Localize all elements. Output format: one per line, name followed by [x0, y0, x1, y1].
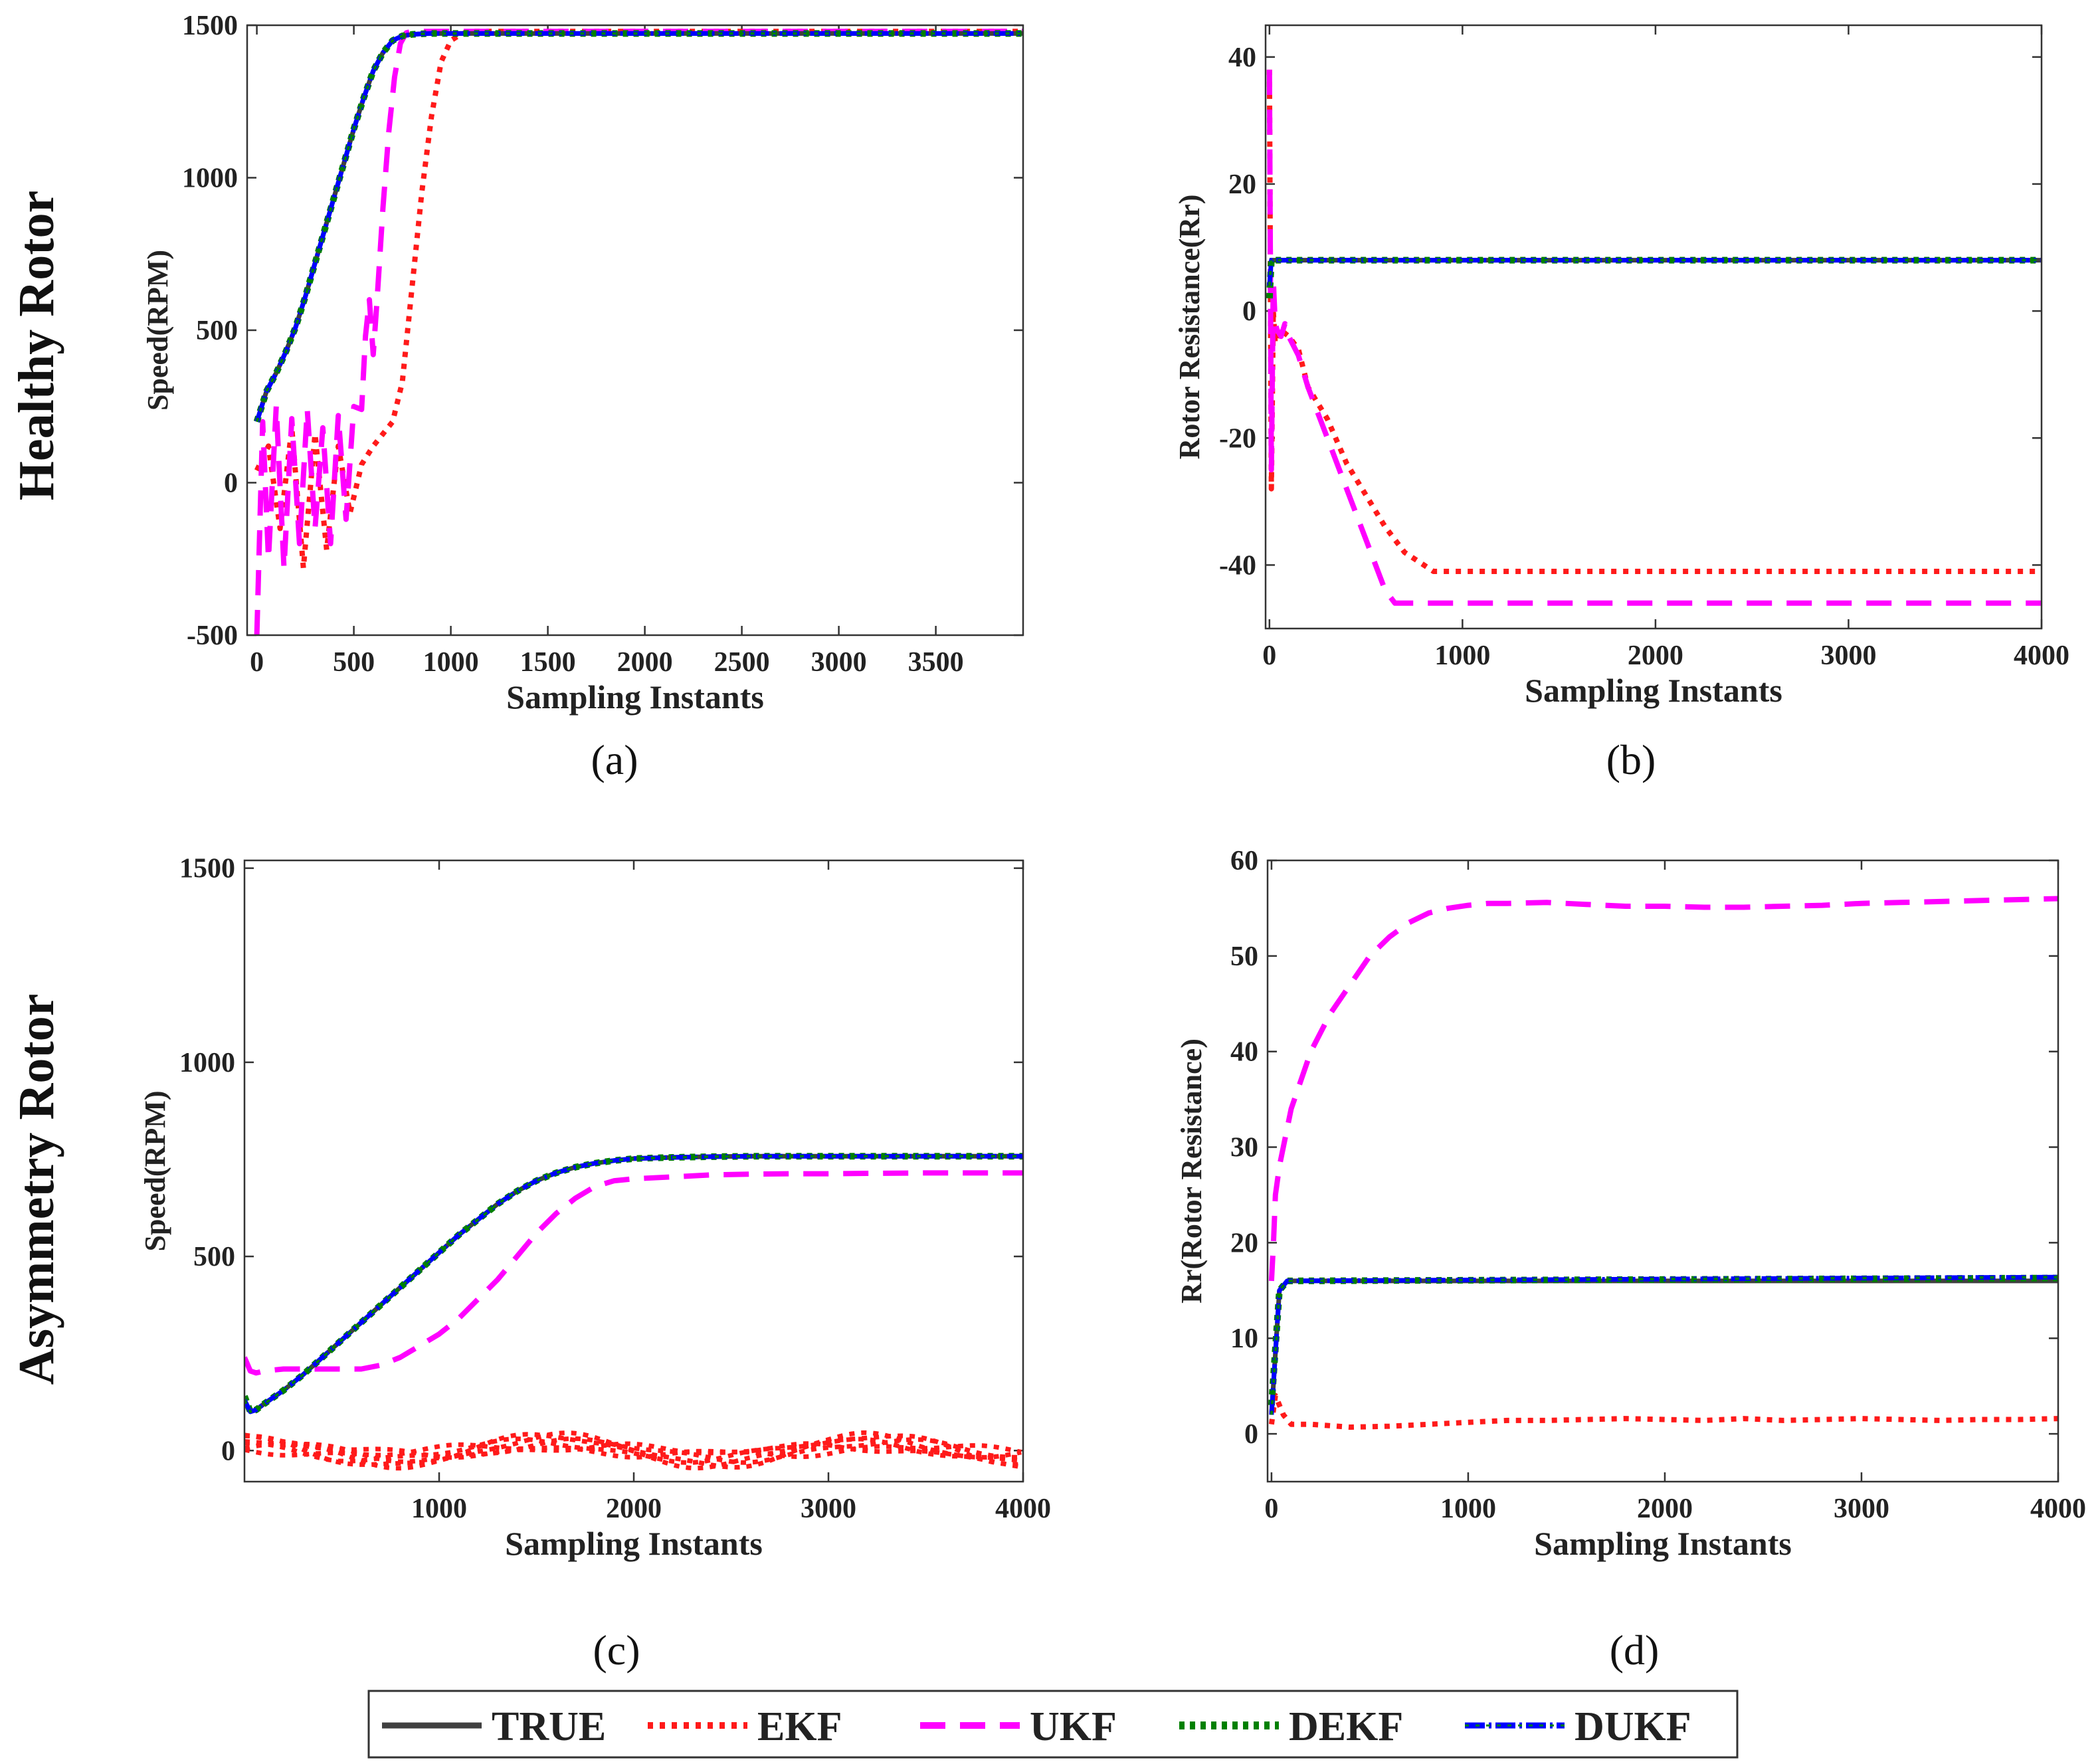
x-tick-label: 3000	[811, 647, 867, 678]
x-tick-label: 4000	[2014, 640, 2069, 671]
axes-frame	[1266, 859, 2059, 1483]
x-tick-label: 3500	[908, 647, 964, 678]
x-tick-label: 500	[333, 647, 375, 678]
y-tick-label: 20	[1230, 1228, 1258, 1258]
y-tick-label: 0	[1242, 296, 1256, 327]
series-line-ukf	[1266, 69, 2042, 606]
y-tick-label: 20	[1228, 169, 1256, 200]
series-line-ukf	[244, 1170, 1023, 1376]
x-axis-label: Sampling Instants	[1525, 672, 1782, 709]
panel-d: 0 1000 2000 3000 4000 0 10 20 30 40 50 60 Sampling I…	[1175, 846, 2086, 1674]
y-axis-label: Rotor Resistance(Rr)	[1173, 195, 1206, 460]
y-axis-label: Rr(Rotor Resistance)	[1175, 1038, 1208, 1304]
plot-area	[1266, 25, 2042, 629]
axes-frame	[1264, 24, 2043, 630]
x-tick-label: 2000	[617, 647, 673, 678]
y-tick-label: 1000	[182, 163, 238, 194]
axes-frame	[246, 24, 1024, 637]
x-tick-label: 1500	[520, 647, 576, 678]
panel-b: 0 1000 2000 3000 4000 -40 -20 0 20 40 Sampling Ins…	[1173, 24, 2069, 783]
y-tick-label: 40	[1228, 43, 1256, 73]
x-axis-label: Sampling Instants	[506, 678, 764, 716]
y-axis-label: Speed(RPM)	[142, 250, 174, 411]
series-line-dekf-overlay	[1270, 1276, 2058, 1415]
y-axis-label: Speed(RPM)	[139, 1091, 171, 1252]
y-tick-label: 0	[221, 1436, 235, 1466]
y-tick-label: 0	[224, 468, 238, 499]
x-tick-label: 0	[250, 647, 264, 678]
y-tick-label: 40	[1230, 1037, 1258, 1068]
series-line-ukf	[254, 29, 1023, 635]
row-label-asymmetry: Asymmetry Rotor	[9, 994, 64, 1385]
panel-label: (a)	[591, 736, 638, 783]
x-tick-label: 0	[1262, 640, 1276, 671]
x-tick-label: 3000	[1820, 640, 1876, 671]
series-line-ekf	[244, 1430, 1022, 1471]
series-line-ekf	[1268, 1393, 2058, 1430]
y-tick-label: 60	[1230, 846, 1258, 876]
y-tick-label: 1500	[182, 11, 238, 41]
y-tick-label: 500	[193, 1242, 235, 1272]
panel-c: 1000 2000 3000 4000 0 500 1000 1500 Sampling Ins…	[139, 854, 1051, 1674]
panel-label: (c)	[593, 1626, 640, 1674]
y-tick-label: -40	[1219, 550, 1256, 581]
y-tick-label: 30	[1230, 1133, 1258, 1163]
x-tick-label: 1000	[1434, 640, 1490, 671]
panel-label: (d)	[1610, 1626, 1660, 1674]
x-tick-label: 4000	[995, 1494, 1051, 1524]
y-tick-label: 1000	[179, 1048, 235, 1078]
series-line-dekf-overlay	[1268, 258, 2042, 286]
axes-frame	[243, 859, 1024, 1483]
x-tick-label: 2000	[1637, 1494, 1693, 1524]
y-tick-label: 0	[1244, 1419, 1258, 1450]
legend-label-dekf: DEKF	[1289, 1704, 1403, 1749]
series-group	[1266, 69, 2042, 606]
series-line-ekf	[244, 1436, 1022, 1465]
y-tick-label: 1500	[179, 854, 235, 884]
series-line-ukf	[1268, 896, 2058, 1282]
y-tick-label: 500	[196, 316, 238, 346]
row-label-healthy: Healthy Rotor	[9, 191, 64, 500]
x-tick-label: 1000	[1440, 1494, 1496, 1524]
plot-area	[1268, 860, 2058, 1482]
x-tick-label: 3000	[1834, 1494, 1889, 1524]
x-tick-label: 1000	[411, 1494, 467, 1524]
legend-label-true: TRUE	[492, 1704, 606, 1749]
legend-label-ukf: UKF	[1030, 1704, 1117, 1749]
series-group	[253, 29, 1023, 635]
x-tick-label: 3000	[801, 1494, 856, 1524]
series-group	[244, 1153, 1023, 1471]
panel-a: 0 500 1000 1500 2000 2500 3000 3500 -500 0 500 1000…	[142, 11, 1024, 783]
x-tick-label: 2000	[1628, 640, 1683, 671]
series-line-dekf-overlay	[244, 1155, 1023, 1414]
series-line-dukf	[254, 31, 1023, 423]
y-tick-label: 10	[1230, 1323, 1258, 1354]
x-tick-label: 0	[1264, 1494, 1278, 1524]
x-tick-label: 2000	[606, 1494, 662, 1524]
y-tick-label: 50	[1230, 941, 1258, 972]
panel-label: (b)	[1606, 736, 1656, 783]
legend: TRUE EKF UKF DEKF DUKF	[367, 1690, 1739, 1759]
x-tick-label: 2500	[714, 647, 770, 678]
series-group	[1268, 896, 2058, 1430]
x-tick-label: 1000	[423, 647, 479, 678]
y-tick-label: -20	[1219, 423, 1256, 454]
x-axis-label: Sampling Instants	[505, 1525, 763, 1562]
legend-label-ekf: EKF	[757, 1704, 842, 1749]
y-tick-label: -500	[187, 621, 238, 651]
series-line-dekf	[253, 30, 1023, 423]
x-axis-label: Sampling Instants	[1534, 1525, 1792, 1562]
legend-label-dukf: DUKF	[1575, 1704, 1691, 1749]
x-tick-label: 4000	[2030, 1494, 2086, 1524]
